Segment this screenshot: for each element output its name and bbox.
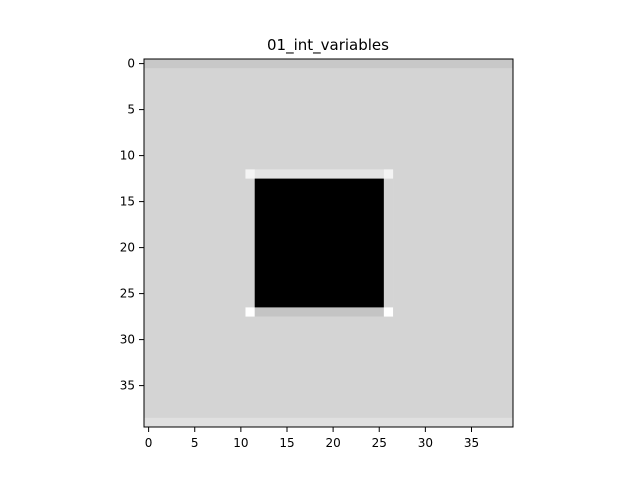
heatmap-image — [144, 59, 513, 427]
y-tick-label: 10 — [120, 149, 135, 163]
pixel-region-box-bottom-shadow — [245, 307, 394, 317]
axes-frame — [143, 58, 514, 428]
pixel-region-corner-bottom-left — [245, 307, 255, 317]
y-tick-label: 15 — [120, 195, 135, 209]
y-tick-label: 30 — [120, 333, 135, 347]
x-tick-label: 10 — [233, 436, 248, 450]
pixel-region-corner-bottom-right — [383, 307, 394, 317]
pixel-region-top-edge-row — [144, 59, 513, 69]
y-tick-label: 35 — [120, 379, 135, 393]
y-tick-label: 0 — [127, 57, 135, 71]
pixel-region-corner-top-right — [383, 169, 394, 179]
x-tick-label: 35 — [464, 436, 479, 450]
y-tick-label: 5 — [127, 103, 135, 117]
pixel-region-box-right-frame — [383, 178, 394, 308]
pixel-region-box-left-frame — [245, 178, 255, 308]
x-tick-label: 25 — [372, 436, 387, 450]
pixel-region-bottom-edge-row — [144, 417, 513, 427]
y-tick-label: 20 — [120, 241, 135, 255]
pixel-region-box-interior — [254, 178, 384, 308]
x-axis: 0 5 10 15 20 25 30 35 — [145, 427, 479, 450]
y-tick-label: 25 — [120, 287, 135, 301]
chart-title: 01_int_variables — [267, 36, 389, 55]
x-tick-label: 30 — [418, 436, 433, 450]
y-axis: 0 5 10 15 20 25 30 35 — [120, 57, 144, 393]
x-tick-label: 20 — [325, 436, 340, 450]
x-tick-label: 5 — [191, 436, 199, 450]
x-tick-label: 15 — [279, 436, 294, 450]
x-tick-label: 0 — [145, 436, 153, 450]
pixel-region-corner-top-left — [245, 169, 255, 179]
